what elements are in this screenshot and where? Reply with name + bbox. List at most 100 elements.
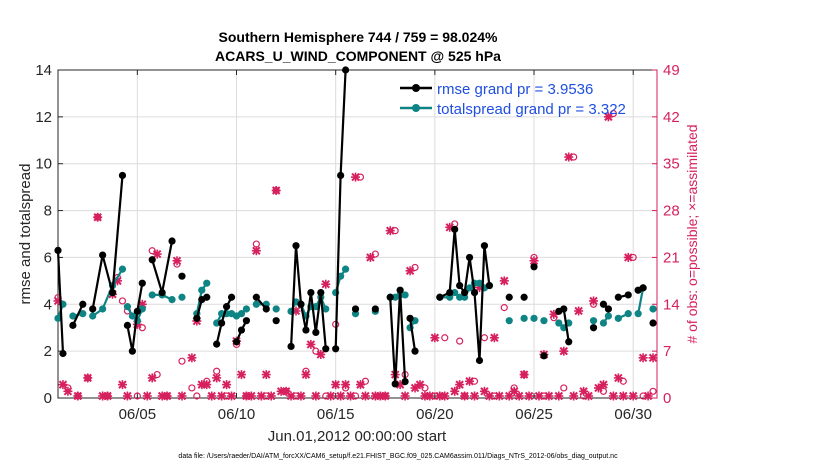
totalspread-point [69, 312, 77, 320]
obs-assimilated-marker [266, 391, 276, 401]
y-left-tick-label: 0 [44, 390, 52, 407]
obs-possible-marker [193, 392, 201, 400]
rmse-line-segment [56, 250, 65, 354]
obs-assimilated-marker [286, 391, 296, 401]
y-left-tick-label: 6 [44, 249, 52, 266]
obs-assimilated-marker [603, 112, 613, 122]
rmse-point [59, 349, 67, 358]
rmse-point [79, 300, 87, 308]
obs-assimilated-marker [306, 339, 316, 349]
rmse-point [465, 253, 474, 262]
obs-assimilated-marker [360, 391, 370, 401]
y-right-tick-label: 14 [663, 296, 680, 313]
obs-assimilated-marker [103, 391, 113, 401]
obs-assimilated-marker [385, 226, 395, 236]
rmse-point [386, 293, 394, 301]
y-axis-right-label: # of obs: o=possible; ×=assimilated [684, 124, 700, 343]
obs-assimilated-marker [544, 391, 554, 401]
rmse-point [451, 225, 459, 233]
obs-assimilated-marker [564, 152, 574, 162]
totalspread-series [54, 265, 657, 332]
legend-totalspread-label: totalspread grand pr = 3.322 [437, 101, 626, 118]
rmse-point [436, 293, 444, 301]
y-right-tick-label: 28 [663, 203, 680, 220]
rmse-point [461, 288, 469, 297]
obs-assimilated-marker [519, 370, 529, 380]
totalspread-point [520, 314, 528, 322]
obs-assimilated-marker [584, 391, 594, 401]
rmse-line-segment [409, 318, 417, 352]
totalspread-line-segment [92, 268, 124, 317]
obs-possible-marker [560, 384, 568, 392]
rmse-point [470, 288, 479, 297]
rmse-point [218, 319, 226, 327]
rmse-point [158, 288, 166, 297]
x-axis-ticks: 06/05 06/10 06/15 06/20 06/25 06/30 [119, 70, 652, 423]
totalspread-point [341, 265, 350, 273]
rmse-point [242, 317, 251, 325]
totalspread-point [475, 279, 484, 287]
rmse-series [54, 66, 657, 388]
obs-assimilated-marker [499, 276, 509, 286]
obs-assimilated-marker [58, 380, 68, 390]
obs-assimilated-marker [73, 391, 83, 401]
obs-assimilated-marker [489, 333, 499, 343]
y-left-tick-label: 10 [35, 156, 52, 173]
totalspread-point [649, 305, 657, 313]
rmse-point [133, 307, 141, 315]
rmse-point [401, 378, 409, 386]
obs-assimilated-marker [430, 333, 440, 343]
obs-assimilated-marker [117, 380, 127, 390]
totalspread-point [505, 317, 513, 325]
obs-assimilated-marker [450, 386, 460, 396]
x-tick-label: 06/10 [218, 406, 256, 423]
rmse-point [332, 345, 340, 353]
rmse-point [302, 326, 310, 334]
totalspread-line-segment [637, 287, 645, 314]
obs-assimilated-marker [346, 391, 356, 401]
obs-assimilated-marker [162, 391, 172, 401]
rmse-point [69, 321, 77, 329]
rmse-point [252, 293, 260, 301]
obs-assimilated-marker [142, 391, 152, 401]
rmse-line-segment [215, 296, 233, 345]
rmse-point [520, 293, 528, 301]
obs-assimilated-marker [246, 391, 256, 401]
totalspread-point [54, 314, 62, 322]
rmse-point [589, 324, 598, 332]
obs-assimilated-marker [415, 380, 425, 390]
obs-assimilated-marker [608, 391, 618, 401]
rmse-point [475, 356, 484, 365]
obs-assimilated-marker [251, 246, 261, 256]
rmse-point [480, 242, 489, 250]
obs-possible-marker [456, 337, 464, 345]
obs-assimilated-marker [410, 383, 420, 393]
rmse-point [322, 345, 330, 353]
obs-assimilated-marker [529, 256, 539, 266]
totalspread-point [89, 312, 97, 320]
rmse-point [292, 242, 300, 250]
rmse-point [396, 286, 404, 294]
rmse-point [193, 314, 201, 322]
y-right-tick-label: 21 [663, 249, 680, 266]
obs-assimilated-marker [405, 266, 415, 276]
totalspread-point [456, 293, 464, 301]
rmse-point [391, 380, 399, 388]
obs-assimilated-marker [212, 373, 222, 383]
y-axis-right-ticks: 0 7 14 21 28 35 42 49 [652, 62, 680, 407]
legend-rmse-label: rmse grand pr = 3.9536 [437, 81, 593, 98]
obs-possible-marker [649, 387, 657, 395]
rmse-point [262, 305, 270, 313]
totalspread-point [540, 317, 548, 325]
rmse-point [123, 321, 132, 329]
obs-assimilated-marker [217, 391, 227, 401]
rmse-point [307, 288, 315, 297]
y-right-tick-label: 42 [663, 109, 680, 126]
rmse-point [178, 272, 186, 280]
obs-assimilated-marker [227, 391, 237, 401]
obs-assimilated-marker [465, 376, 475, 386]
obs-assimilated-marker [440, 391, 450, 401]
x-axis-label: Jun.01,2012 00:00:00 start [268, 428, 447, 445]
obs-possible-marker [178, 357, 186, 365]
obs-assimilated-marker [187, 353, 197, 363]
